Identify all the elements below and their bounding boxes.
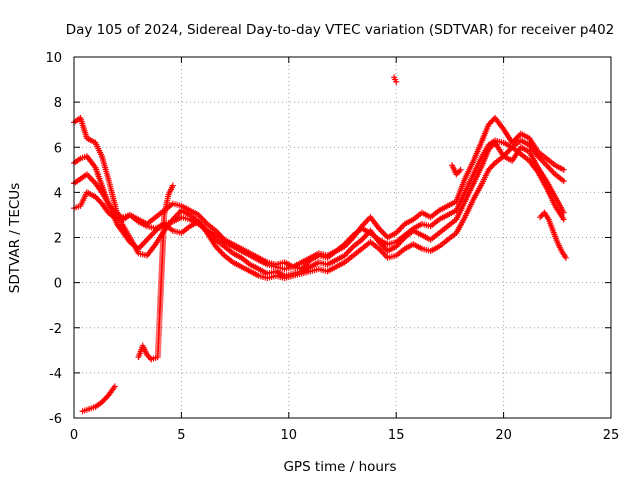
series-s2 xyxy=(71,139,567,279)
y-tick-label: 8 xyxy=(54,96,62,111)
series-s1 xyxy=(71,114,567,273)
chart-title: Day 105 of 2024, Sidereal Day-to-day VTE… xyxy=(66,22,615,38)
y-axis-label: SDTVAR / TECUs xyxy=(7,183,23,293)
data-point xyxy=(457,166,464,173)
x-tick-label: 15 xyxy=(388,428,405,443)
y-tick-label: -2 xyxy=(49,322,62,337)
data-point xyxy=(560,166,567,173)
data-points xyxy=(71,74,569,415)
data-point xyxy=(111,383,118,390)
y-tick-label: -6 xyxy=(49,412,62,427)
grid-lines xyxy=(74,57,611,418)
data-point xyxy=(169,182,176,189)
series-s3 xyxy=(71,144,567,282)
y-tick-label: -4 xyxy=(49,367,62,382)
y-tick-label: 6 xyxy=(54,141,62,156)
x-axis-label: GPS time / hours xyxy=(283,459,396,475)
series-s5 xyxy=(79,74,569,415)
x-tick-label: 5 xyxy=(177,428,185,443)
y-tick-label: 2 xyxy=(54,232,62,247)
data-point xyxy=(560,216,567,223)
series-s4 xyxy=(71,137,567,273)
x-tick-label: 0 xyxy=(70,428,78,443)
x-tick-label: 10 xyxy=(281,428,298,443)
data-point xyxy=(393,78,400,85)
y-tick-label: 10 xyxy=(45,51,62,66)
axis-ticks: 0 5 10 15 20 25 -6 -4 -2 0 2 4 6 8 10 xyxy=(45,51,619,443)
data-point xyxy=(490,161,497,168)
data-point xyxy=(562,254,569,261)
x-tick-label: 20 xyxy=(495,428,512,443)
x-tick-label: 25 xyxy=(603,428,620,443)
data-point xyxy=(560,178,567,185)
y-tick-label: 4 xyxy=(54,186,62,201)
y-tick-label: 0 xyxy=(54,277,62,292)
